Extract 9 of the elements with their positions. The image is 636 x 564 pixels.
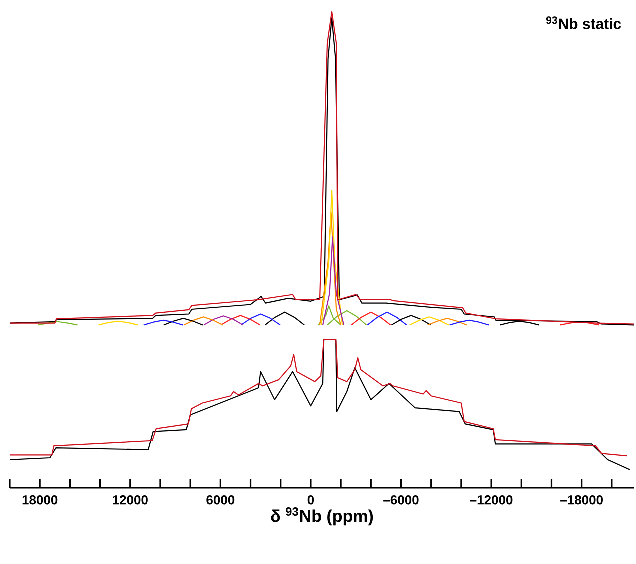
x-tick-label: 6000: [206, 496, 235, 505]
x-tick-label: 12000: [113, 496, 148, 505]
x-tick-label: –12000: [470, 496, 513, 505]
x-tick-label: 0: [308, 496, 314, 505]
x-tick-label: 18000: [22, 496, 58, 505]
x-tick-label: –18000: [560, 496, 603, 505]
x-tick-label: –6000: [384, 496, 419, 505]
chart-title: $^{93}$Nb static: [546, 16, 622, 30]
x-axis-title: δ $^{93}$Nb (ppm): [271, 508, 374, 526]
